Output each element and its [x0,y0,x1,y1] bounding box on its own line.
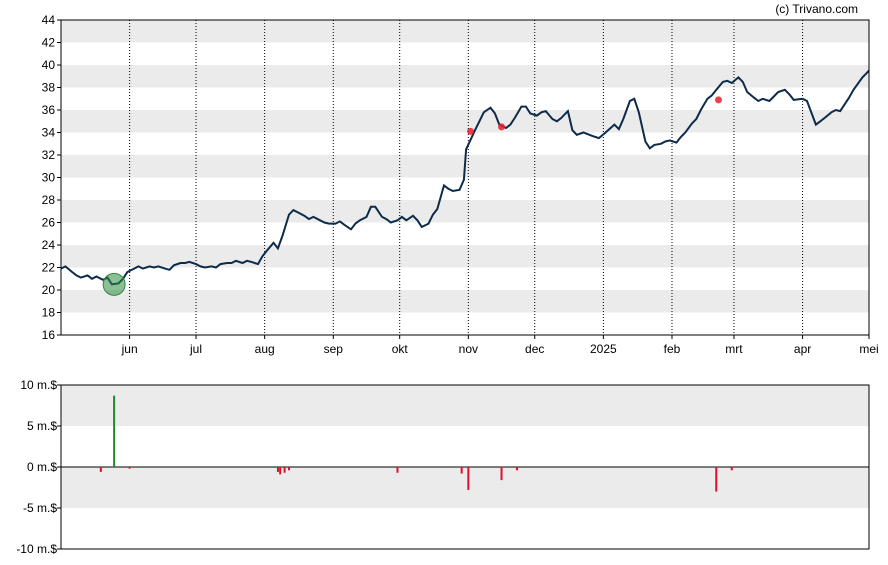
price-x-tick-label: mrt [725,342,743,356]
price-x-tick-label: 2025 [590,342,617,356]
sell-marker [467,127,475,135]
price-x-axis: jun jul aug sep okt nov dec 2025 feb mrt apr mei [121,335,879,356]
price-x-tick-label: sep [324,342,344,356]
price-band [61,20,869,43]
flow-bar-negative [460,467,463,474]
flow-frame [60,384,870,550]
price-y-tick-label: 38 [42,81,56,95]
price-band [61,245,869,268]
price-y-tick-label: 22 [42,261,56,275]
price-x-tick-label: apr [794,342,811,356]
price-y-tick-label: 32 [42,148,56,162]
flow-bar-negative [279,467,282,475]
price-chart: 16 18 20 22 24 26 28 30 32 34 36 38 40 42 44 jun jul aug… [42,13,879,356]
price-y-tick-label: 30 [42,171,56,185]
price-y-tick-label: 18 [42,306,56,320]
price-y-tick-label: 16 [42,328,56,342]
price-x-tick-label: jul [189,342,202,356]
flow-bars [99,395,733,492]
credit-label: (c) Trivano.com [775,2,858,16]
price-y-tick-label: 36 [42,103,56,117]
price-y-tick-label: 26 [42,216,56,230]
price-x-tick-label: okt [392,342,409,356]
price-x-tick-label: dec [525,342,544,356]
flow-bar-negative [128,467,131,469]
flow-bands [61,385,869,508]
price-y-tick-label: 44 [42,13,56,27]
price-frame [60,19,870,336]
price-line [60,69,870,286]
flow-y-tick-label: -5 m.$ [23,501,57,515]
flow-band [61,467,869,508]
flow-bar-negative [283,467,286,473]
flow-bar-negative [396,467,399,473]
price-band [61,200,869,223]
price-x-tick-label: feb [664,342,681,356]
price-y-tick-label: 28 [42,193,56,207]
price-x-tick-label: aug [255,342,275,356]
flow-y-tick-label: 10 m.$ [20,378,57,392]
flow-bar-positive [113,395,116,467]
price-band [61,110,869,133]
price-y-tick-label: 20 [42,283,56,297]
price-y-axis: 16 18 20 22 24 26 28 30 32 34 36 38 40 42 44 [42,13,61,342]
flow-chart: 10 m.$ 5 m.$ 0 m.$ -5 m.$ -10 m.$ [16,378,870,556]
flow-band [61,385,869,426]
price-y-tick-label: 40 [42,58,56,72]
flow-bar-negative [467,467,470,490]
price-x-tick-label: mei [859,342,878,356]
price-y-tick-label: 42 [42,36,56,50]
price-x-tick-label: jun [121,342,138,356]
flow-bar-negative [730,467,733,471]
buy-marker [102,272,126,296]
flow-bar-negative [99,467,102,472]
price-x-tick-label: nov [459,342,478,356]
flow-bar-negative [715,467,718,492]
trade-markers [102,96,722,296]
price-band [61,65,869,88]
flow-bar-negative [276,467,279,472]
flow-bar-negative [516,467,519,471]
flow-y-axis: 10 m.$ 5 m.$ 0 m.$ -5 m.$ -10 m.$ [16,378,61,556]
flow-y-tick-label: -10 m.$ [16,542,57,556]
flow-bar-negative [288,467,291,471]
price-band [61,290,869,313]
flow-bar-negative [500,467,503,481]
sell-marker [498,123,506,131]
flow-y-tick-label: 5 m.$ [27,419,57,433]
sell-marker [714,96,722,104]
price-y-tick-label: 34 [42,126,56,140]
price-y-tick-label: 24 [42,238,56,252]
flow-y-tick-label: 0 m.$ [27,460,57,474]
